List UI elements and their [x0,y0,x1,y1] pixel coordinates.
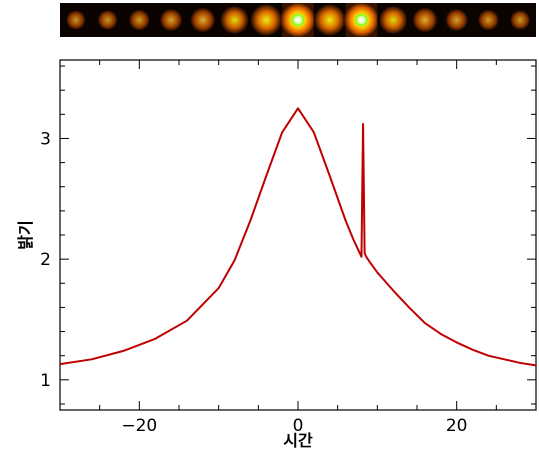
y-tick-label: 1 [40,371,51,391]
strip-frame-glow [220,6,249,34]
strip-frame-glow [97,10,118,30]
strip-frame-glow [510,10,530,30]
y-tick-label: 2 [40,250,51,270]
x-tick-label: −20 [121,416,157,436]
y-tick-label: 3 [40,129,51,149]
strip-frame-glow [280,3,316,37]
x-axis-label: 시간 [283,431,313,450]
brightness-series-line [59,107,537,367]
strip-frame-glow [379,6,408,34]
strip-frame-glow [129,9,150,31]
x-tick-label: 0 [293,416,304,436]
strip-frame-glow [412,7,438,33]
strip-frame-glow [445,8,468,32]
strip-frame-glow [160,8,183,32]
light-echo-image-strip [60,3,536,37]
plot-frame [59,59,537,411]
x-tick-label: 20 [446,416,468,436]
strip-frame-glow [478,9,499,31]
y-axis-label: 밝기 [16,220,35,249]
strip-frame-glow [250,4,282,36]
strip-frame-glow [343,3,380,37]
strip-frame-glow [190,7,216,33]
strip-frame-glow [66,10,86,30]
strip-frame-glow [314,4,346,36]
